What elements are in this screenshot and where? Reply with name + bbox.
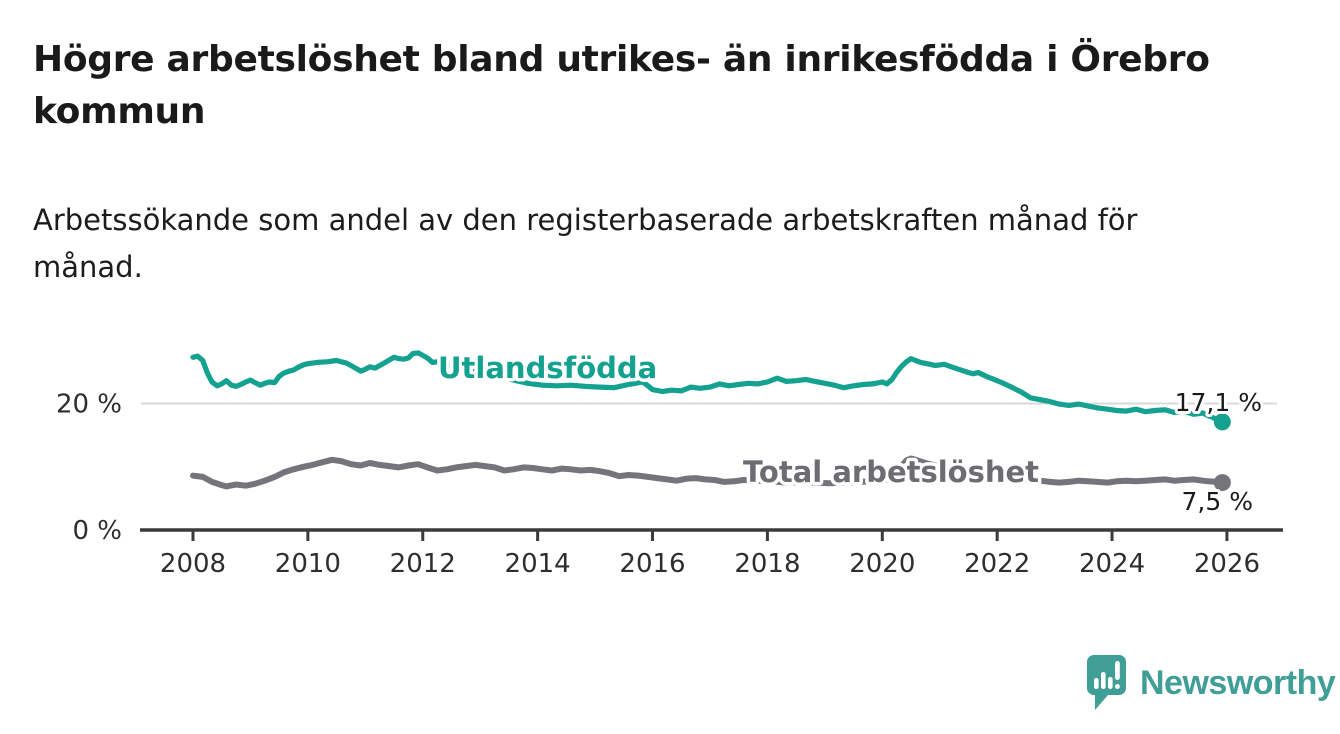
x-tick-label-2020: 2020 [849, 549, 915, 579]
brand-name: Newsworthy [1140, 664, 1336, 702]
x-tick-label-2010: 2010 [275, 549, 341, 579]
x-tick-label-2012: 2012 [390, 549, 456, 579]
series-line-0 [190, 350, 1225, 425]
brand-logo: Newsworthy [1086, 654, 1336, 712]
series-end-dot-0 [1213, 413, 1231, 431]
y-tick-label-20: 20 % [56, 390, 122, 420]
series-value-label-0: 17,1 % [1175, 388, 1262, 417]
series-label-0: Utlandsfödda [438, 351, 657, 385]
series-end-dot-1 [1213, 474, 1231, 492]
page-title: Högre arbetslöshet bland utrikes- än inr… [33, 39, 1210, 133]
y-tick-label-0: 0 % [72, 516, 122, 546]
series-value-label-1: 7,5 % [1182, 487, 1253, 516]
x-tick-label-2016: 2016 [619, 549, 685, 579]
x-tick-label-2026: 2026 [1194, 549, 1260, 579]
line-chart: 2008 2010 2012 2014 2016 2018 2020 2022 2024 2026… [56, 348, 1283, 579]
x-tick-label-2018: 2018 [734, 549, 800, 579]
newsworthy-logo-icon [1087, 655, 1126, 710]
x-tick-label-2014: 2014 [505, 549, 571, 579]
page-subtitle: Arbetssökande som andel av den registerb… [33, 203, 1138, 284]
x-tick-label-2008: 2008 [160, 549, 226, 579]
series-line-1 [190, 455, 1226, 490]
x-tick-label-2022: 2022 [964, 549, 1030, 579]
x-tick-label-2024: 2024 [1079, 549, 1145, 579]
series-label-1: Total arbetslöshet [743, 455, 1039, 489]
